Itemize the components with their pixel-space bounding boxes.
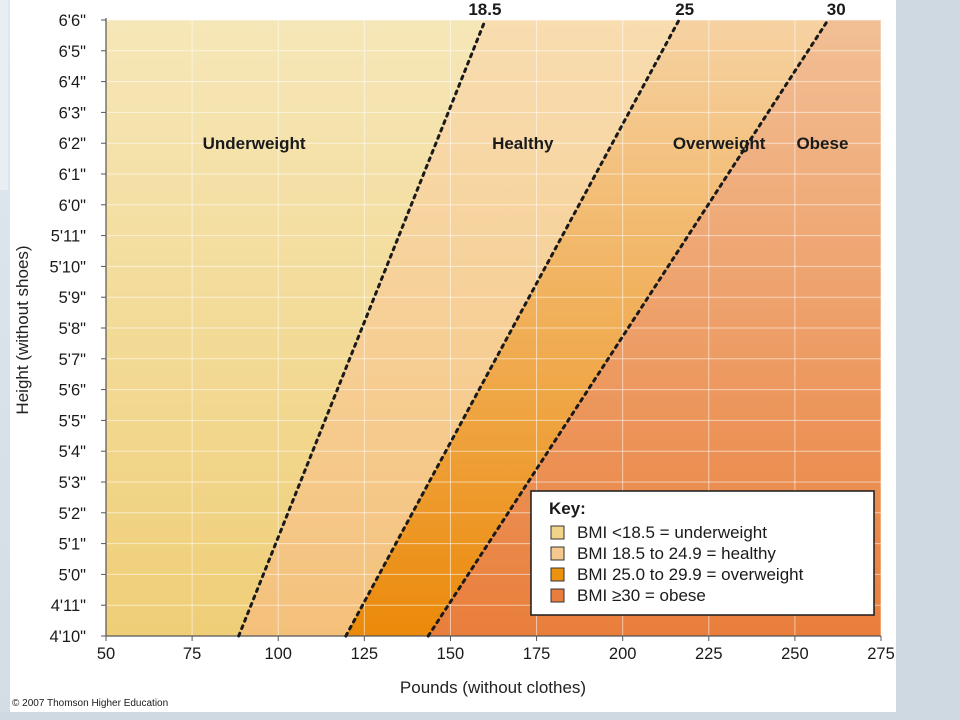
- x-tick-label: 200: [609, 645, 637, 663]
- x-tick-label: 100: [264, 645, 292, 663]
- region-label-underweight: Underweight: [203, 134, 306, 153]
- legend-swatch: [550, 525, 565, 540]
- x-tick-label: 250: [781, 645, 809, 663]
- legend-item-label: BMI 25.0 to 29.9 = overweight: [577, 565, 804, 584]
- x-tick-label: 150: [437, 645, 465, 663]
- y-tick-label: 5'4": [59, 443, 87, 461]
- y-tick-label: 5'3": [59, 474, 87, 492]
- y-tick-label: 6'1": [59, 166, 87, 184]
- y-tick-label: 5'5": [59, 412, 87, 430]
- y-tick-label: 5'2": [59, 505, 87, 523]
- x-tick-label: 75: [183, 645, 201, 663]
- bmi-threshold-lines: [237, 18, 830, 638]
- y-tick-label: 5'9": [59, 289, 87, 307]
- x-axis-title: Pounds (without clothes): [400, 678, 586, 697]
- legend-swatch: [550, 588, 565, 603]
- copyright-notice: © 2007 Thomson Higher Education: [12, 698, 169, 709]
- legend: Key: BMI <18.5 = underweight BMI 18.5 to 2…: [530, 490, 875, 616]
- x-tick-label: 50: [97, 645, 115, 663]
- legend-title: Key:: [549, 499, 586, 518]
- y-tick-label: 6'3": [59, 104, 87, 122]
- slide-right-border: [896, 0, 960, 720]
- y-tick-label: 5'1": [59, 536, 87, 554]
- chart-axes: 4'10" 4'11" 5'0" 5'1" 5'2" 5'3" 5'4" 5'5" 5'6" 5'…: [13, 12, 895, 697]
- bmi-chart: 4'10" 4'11" 5'0" 5'1" 5'2" 5'3" 5'4" 5'5" 5'6" 5'…: [13, 0, 895, 697]
- y-tick-label: 4'10": [49, 628, 86, 646]
- y-tick-label: 5'10": [49, 258, 86, 276]
- y-tick-label: 6'0": [59, 197, 87, 215]
- y-tick-label: 4'11": [51, 597, 86, 615]
- bmi-line-label: 18.5: [468, 0, 501, 19]
- y-axis-title: Height (without shoes): [13, 245, 32, 414]
- y-tick-label: 5'8": [59, 320, 87, 338]
- y-tick-label: 6'5": [59, 43, 87, 61]
- y-tick-label: 5'6": [59, 382, 87, 400]
- slide-left-accent: [0, 0, 8, 190]
- y-tick-label: 6'2": [59, 135, 87, 153]
- x-tick-label: 175: [523, 645, 551, 663]
- y-tick-label: 6'4": [59, 74, 87, 92]
- legend-item-label: BMI <18.5 = underweight: [577, 523, 767, 542]
- x-tick-label: 125: [351, 645, 379, 663]
- legend-item-label: BMI ≥30 = obese: [577, 586, 706, 605]
- chart-labels: 18.5 25 30 Underweight Healthy Overweight Obes…: [203, 0, 849, 153]
- x-tick-label: 275: [867, 645, 895, 663]
- legend-swatch: [550, 546, 565, 561]
- region-label-obese: Obese: [796, 134, 848, 153]
- legend-box: [530, 490, 875, 616]
- region-label-healthy: Healthy: [492, 134, 554, 153]
- slide-left-border: [0, 0, 10, 720]
- bmi-line-25: [344, 18, 681, 638]
- legend-swatch: [550, 567, 565, 582]
- region-label-overweight: Overweight: [673, 134, 766, 153]
- bmi-line-label: 30: [827, 0, 846, 19]
- y-tick-label: 6'6": [59, 12, 87, 30]
- bmi-line-18.5: [237, 18, 487, 638]
- y-tick-label: 5'7": [59, 351, 87, 369]
- y-tick-label: 5'11": [51, 228, 86, 246]
- slide-bottom-border: [0, 712, 960, 720]
- legend-item-label: BMI 18.5 to 24.9 = healthy: [577, 544, 776, 563]
- x-tick-label: 225: [695, 645, 723, 663]
- bmi-line-30: [426, 18, 830, 638]
- bmi-line-label: 25: [675, 0, 694, 19]
- y-tick-label: 5'0": [59, 566, 87, 584]
